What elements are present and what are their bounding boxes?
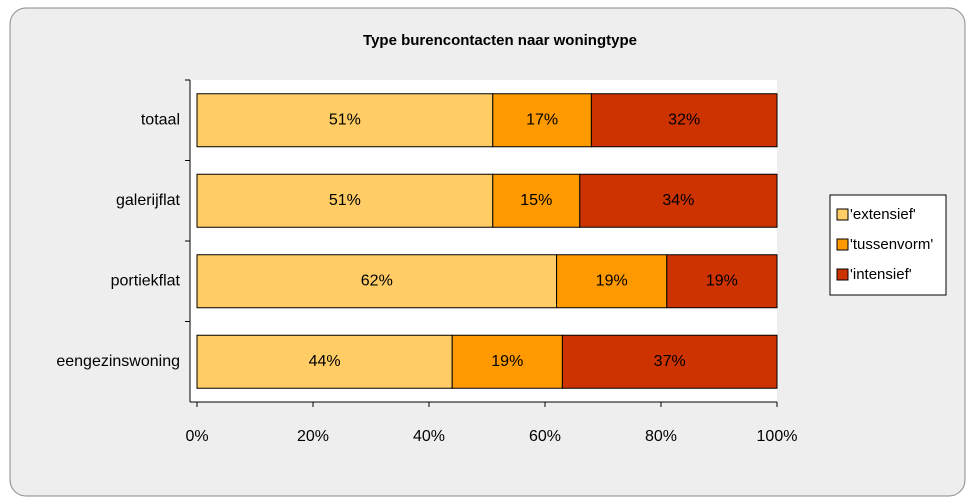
data-label: 19% [596,272,628,289]
y-tick-label: portiekflat [111,272,181,289]
bar [196,334,453,389]
bar [196,93,494,148]
chart-title: Type burencontacten naar woningtype [363,32,637,49]
data-label: 51% [329,192,361,209]
data-label: 44% [309,353,341,370]
data-label: 37% [654,353,686,370]
data-label: 62% [361,272,393,289]
x-tick-label: 0% [185,428,208,445]
legend-label: 'tussenvorm' [850,236,933,253]
legend-label: 'intensief' [850,266,912,283]
x-tick-label: 100% [757,428,798,445]
bar [579,173,778,228]
y-tick-label: totaal [141,111,180,128]
bar [556,254,668,309]
data-label: 15% [520,192,552,209]
data-label: 51% [329,111,361,128]
data-label: 19% [491,353,523,370]
y-tick-label: galerijflat [116,192,181,209]
x-tick-label: 20% [297,428,329,445]
bar [666,254,778,309]
x-tick-label: 40% [413,428,445,445]
bar [492,173,581,228]
data-label: 19% [706,272,738,289]
legend-swatch [836,238,849,251]
data-label: 32% [668,111,700,128]
x-tick-label: 80% [645,428,677,445]
data-label: 34% [662,192,694,209]
legend-swatch [836,268,849,281]
bar [196,173,494,228]
bar [196,254,558,309]
y-tick-label: eengezinswoning [56,353,180,370]
bar [561,334,778,389]
x-tick-label: 60% [529,428,561,445]
bar [590,93,778,148]
legend-swatch [836,208,849,221]
data-label: 17% [526,111,558,128]
legend-box [829,194,947,296]
legend-label: 'extensief' [850,206,916,223]
